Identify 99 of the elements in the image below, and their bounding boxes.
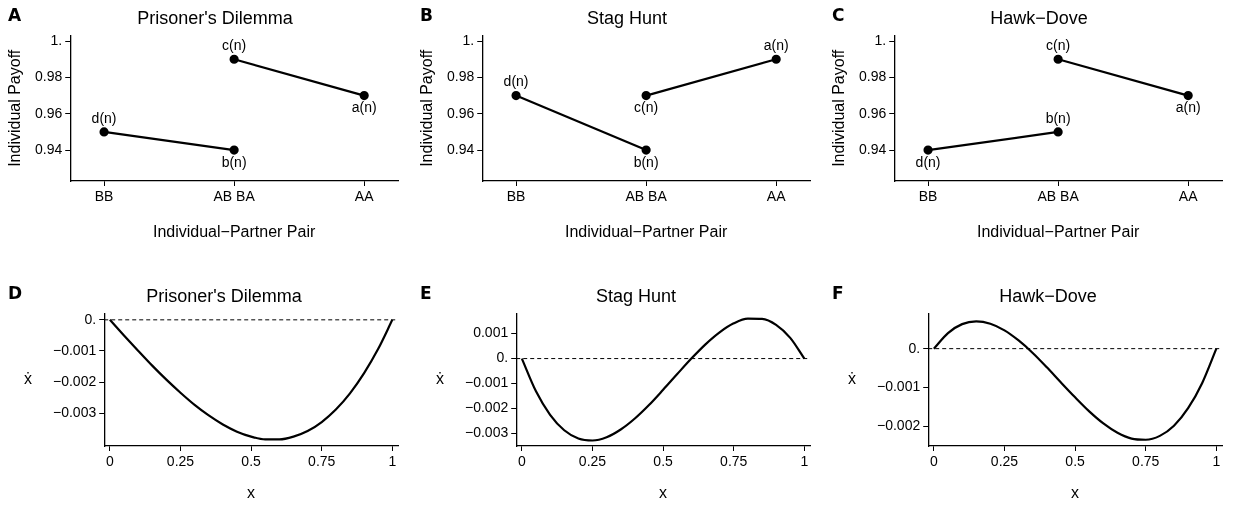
annotation: b(n) xyxy=(221,153,247,170)
x-axis-title: x xyxy=(659,483,668,501)
y-tick-label: 0.94 xyxy=(447,140,475,157)
y-tick-label: 0.96 xyxy=(447,104,475,121)
annotation: a(n) xyxy=(351,99,377,116)
point xyxy=(99,127,109,137)
text: D xyxy=(8,282,23,303)
point xyxy=(923,145,933,155)
y-tick-label: −0.002 xyxy=(52,373,97,389)
text: A xyxy=(8,4,22,25)
x-tick-label: 0.5 xyxy=(241,453,262,470)
point xyxy=(229,54,239,64)
x-axis-title: Individual−Partner Pair xyxy=(976,222,1140,240)
text: F xyxy=(832,282,844,303)
chart-title: Stag Hunt xyxy=(595,285,677,306)
y-axis-title: Individual Payoff xyxy=(418,49,436,167)
annotation: d(n) xyxy=(915,153,941,170)
x-tick-label: 0.75 xyxy=(308,453,336,470)
x-tick-label: 0 xyxy=(929,453,938,470)
annotation: b(n) xyxy=(633,153,659,170)
point xyxy=(1183,90,1193,101)
point xyxy=(1053,127,1063,137)
line-series xyxy=(932,320,1218,441)
point xyxy=(1053,54,1063,64)
line-series xyxy=(108,318,394,441)
y-axis-title: Individual Payoff xyxy=(6,49,24,167)
annotation: d(n) xyxy=(503,73,529,90)
x-tick-label: 0.5 xyxy=(653,453,674,470)
chart-title: Prisoner's Dilemma xyxy=(137,7,294,28)
x-tick-label: 1 xyxy=(388,453,397,470)
text: B xyxy=(420,4,433,25)
x-axis-title: x xyxy=(247,483,256,501)
annotation: c(n) xyxy=(634,99,659,116)
y-axis-title: ẋ xyxy=(436,370,444,388)
x-tick-label: AA xyxy=(1178,188,1199,205)
x-tick-label: 0 xyxy=(517,453,526,470)
chart-title: Prisoner's Dilemma xyxy=(146,285,303,306)
y-tick-label: 1. xyxy=(874,31,887,48)
y-tick-label: 0.001 xyxy=(473,324,509,341)
y-tick-label: 0.96 xyxy=(859,104,887,121)
y-tick-label: 1. xyxy=(462,31,475,48)
x-tick-label: 0.25 xyxy=(578,453,607,470)
y-tick-label: −0.001 xyxy=(876,378,921,395)
text: C xyxy=(832,4,845,25)
y-tick-label: −0.003 xyxy=(52,404,97,421)
x-tick-label: 0.25 xyxy=(990,453,1019,470)
x-axis-title: x xyxy=(1071,483,1080,501)
x-tick-label: 1 xyxy=(800,453,809,470)
y-tick-label: −0.001 xyxy=(52,341,97,358)
y-axis-title: Individual Payoff xyxy=(830,49,848,167)
y-tick-label: 0.96 xyxy=(35,104,63,121)
point xyxy=(511,90,521,101)
x-tick-label: 0.5 xyxy=(1065,453,1086,470)
chart-title: Hawk−Dove xyxy=(990,7,1088,28)
annotation: c(n) xyxy=(1046,37,1071,54)
x-tick-label: 0.25 xyxy=(166,453,195,470)
annotation: c(n) xyxy=(222,37,247,54)
x-tick-label: AA xyxy=(354,188,375,205)
x-axis-title: Individual−Partner Pair xyxy=(152,222,316,240)
y-axis-title: ẋ xyxy=(848,370,856,388)
x-tick-label: AB BA xyxy=(213,188,256,205)
point xyxy=(229,145,239,155)
x-tick-label: AA xyxy=(766,188,787,205)
annotation: a(n) xyxy=(1175,99,1201,116)
x-tick-label: AB BA xyxy=(1037,188,1080,205)
y-tick-label: −0.001 xyxy=(464,374,509,391)
x-tick-label: BB xyxy=(506,188,526,205)
y-tick-label: 1. xyxy=(50,31,63,48)
x-tick-label: 1 xyxy=(1212,453,1221,470)
line-series xyxy=(520,317,806,442)
y-tick-label: 0.94 xyxy=(859,140,887,157)
x-tick-label: 0 xyxy=(105,453,114,470)
y-axis-title: ẋ xyxy=(24,370,32,388)
point xyxy=(359,90,369,101)
point xyxy=(641,145,651,155)
annotation: b(n) xyxy=(1045,109,1071,126)
annotation: d(n) xyxy=(91,109,117,126)
x-tick-label: 0.75 xyxy=(720,453,748,470)
y-tick-label: 0. xyxy=(908,339,921,356)
y-tick-label: −0.002 xyxy=(464,399,509,416)
y-tick-label: −0.002 xyxy=(876,417,921,434)
annotation: a(n) xyxy=(763,37,789,54)
chart-title: Hawk−Dove xyxy=(999,285,1097,306)
y-tick-label: 0.98 xyxy=(859,68,887,85)
y-tick-label: 0.98 xyxy=(447,68,475,85)
y-tick-label: 0.94 xyxy=(35,140,63,157)
x-tick-label: AB BA xyxy=(625,188,668,205)
y-tick-label: −0.003 xyxy=(464,424,509,441)
text: E xyxy=(420,282,432,303)
y-tick-label: 0.98 xyxy=(35,68,63,85)
x-axis-title: Individual−Partner Pair xyxy=(564,222,728,240)
x-tick-label: 0.75 xyxy=(1132,453,1160,470)
x-tick-label: BB xyxy=(94,188,114,205)
point xyxy=(771,54,781,64)
point xyxy=(641,90,651,101)
chart-title: Stag Hunt xyxy=(586,7,668,28)
x-tick-label: BB xyxy=(918,188,938,205)
y-tick-label: 0. xyxy=(84,310,97,327)
y-tick-label: 0. xyxy=(496,349,509,366)
